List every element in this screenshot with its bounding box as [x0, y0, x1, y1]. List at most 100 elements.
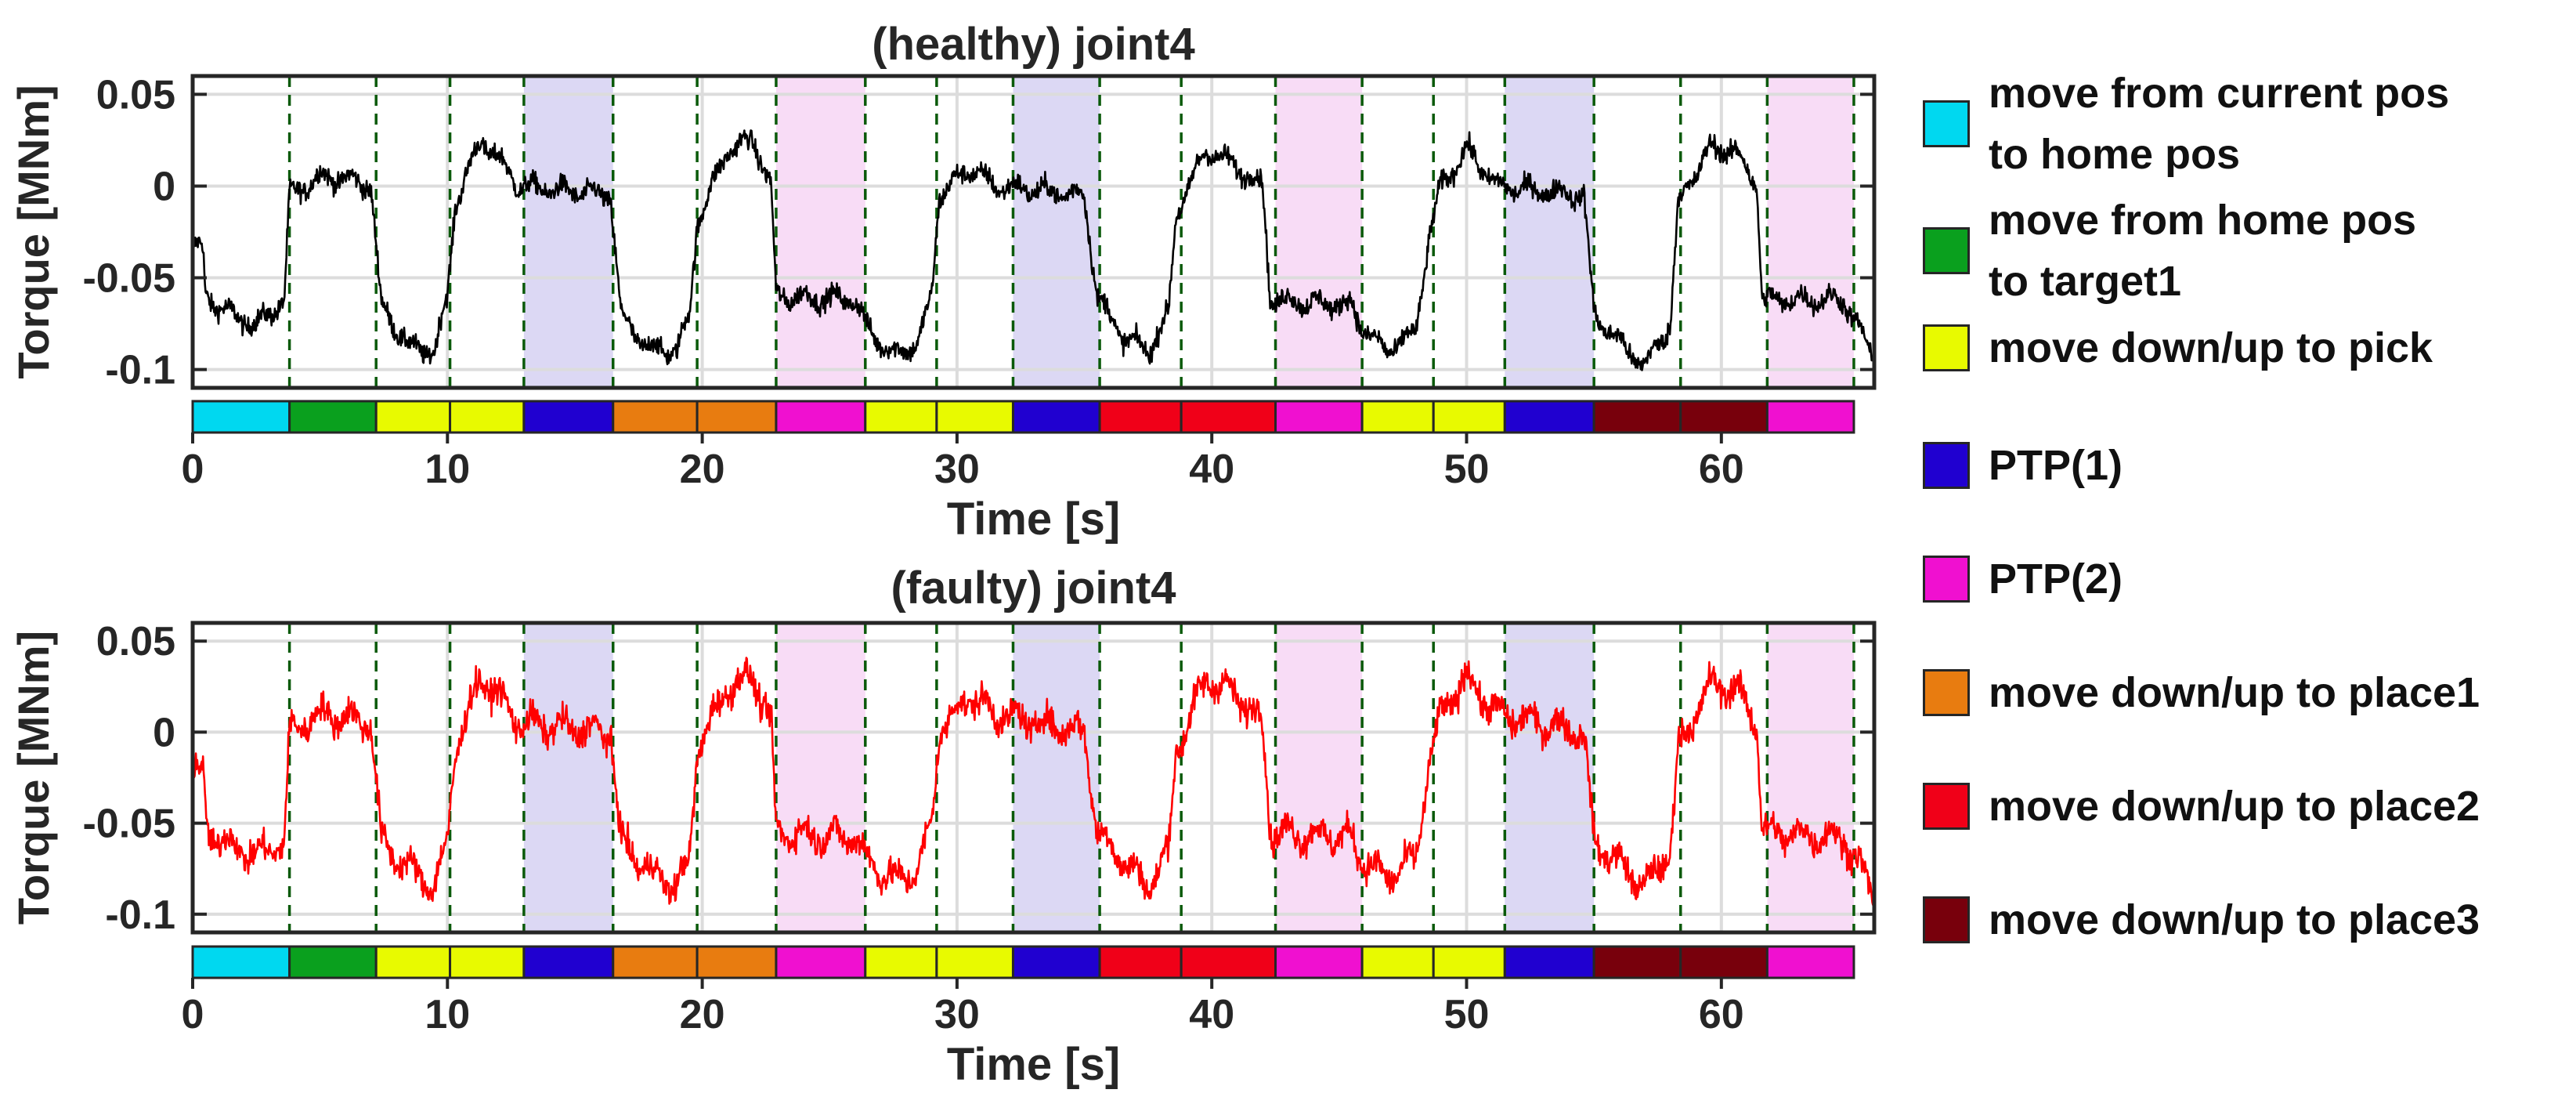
ptp-shaded-region	[1275, 76, 1363, 388]
y-tick-label: -0.05	[82, 802, 175, 847]
phase-segment	[522, 945, 615, 979]
ptp-shaded-region	[1505, 623, 1595, 932]
y-axis-label: Torque [MNm]	[9, 85, 58, 378]
legend-swatch-darkred	[1923, 896, 1970, 943]
ptp-shaded-region	[1505, 76, 1595, 388]
chart-title: (faulty) joint4	[891, 563, 1176, 614]
ptp-shaded-region	[523, 76, 613, 388]
legend-swatch-blue	[1923, 442, 1970, 489]
legend-item-place2: move down/up to place2	[1923, 776, 2480, 837]
x-tick-label: 20	[680, 447, 725, 492]
phase-segment	[864, 400, 938, 434]
x-tick-label: 60	[1699, 992, 1744, 1037]
x-tick-label: 10	[425, 992, 470, 1037]
legend-label: move down/up to place2	[1989, 783, 2480, 830]
healthy-torque-line	[191, 129, 1876, 375]
phase-segment	[522, 400, 615, 434]
phase-segment	[1765, 400, 1855, 434]
phase-segment	[288, 400, 378, 434]
phase-segment	[1679, 945, 1769, 979]
x-tick-label: 10	[425, 447, 470, 492]
ptp-shaded-region	[1275, 623, 1363, 932]
legend-swatch-orange	[1923, 669, 1970, 716]
chart-title: (healthy) joint4	[872, 19, 1194, 70]
axes-box	[190, 74, 1877, 390]
y-tick-label: -0.1	[105, 348, 175, 393]
legend-item-current-to-home: move from current pos to home pos	[1923, 63, 2449, 185]
phase-segment	[935, 400, 1014, 434]
ptp-shaded-region	[1013, 76, 1100, 388]
phase-segment	[1432, 945, 1506, 979]
y-tick-label: -0.1	[105, 892, 175, 938]
phase-segment	[1180, 945, 1277, 979]
phase-segment	[191, 945, 291, 979]
phase-segment	[1274, 400, 1364, 434]
faulty-torque-line	[191, 657, 1876, 914]
phase-segment	[935, 945, 1014, 979]
legend-label: move from home pos to target1	[1989, 197, 2417, 305]
phase-segment	[1765, 945, 1855, 979]
x-tick-label: 60	[1699, 447, 1744, 492]
legend-label: PTP(1)	[1989, 442, 2123, 489]
phase-segment	[374, 400, 452, 434]
ptp-shaded-region	[1767, 623, 1854, 932]
phase-segment	[612, 945, 699, 979]
y-tick-label: 0	[153, 710, 175, 755]
y-tick-label: 0.05	[96, 72, 175, 118]
legend-swatch-yellow	[1923, 324, 1970, 371]
y-tick-label: -0.05	[82, 256, 175, 302]
phase-segment	[1274, 945, 1364, 979]
phase-segment	[1679, 400, 1769, 434]
legend-item-place1: move down/up to place1	[1923, 662, 2480, 723]
phase-segment	[695, 945, 778, 979]
phase-segment	[1360, 945, 1435, 979]
phase-segment	[288, 945, 378, 979]
x-tick-label: 0	[182, 992, 204, 1037]
legend-label: move from current pos to home pos	[1989, 70, 2450, 178]
legend-label: move down/up to place1	[1989, 669, 2480, 716]
legend-item-place3: move down/up to place3	[1923, 889, 2480, 950]
x-tick-label: 40	[1189, 447, 1234, 492]
y-tick-label: 0	[153, 164, 175, 209]
legend-swatch-red	[1923, 783, 1970, 830]
phase-segment	[1098, 945, 1183, 979]
faulty-joint4-panel: 0.05 0 -0.05 -0.1 0 10 20 30 40 50 60 (faulty) join…	[9, 563, 1877, 1090]
phase-segment	[775, 945, 867, 979]
ptp-shaded-region	[775, 623, 865, 932]
ptp-shaded-region	[1013, 623, 1100, 932]
healthy-joint4-panel: 0.05 0 -0.05 -0.1 0 10 20 30 40 50 60 (healthy) joi…	[9, 19, 1877, 545]
phase-segment	[1011, 400, 1101, 434]
x-tick-label: 50	[1444, 447, 1490, 492]
legend-label: PTP(2)	[1989, 556, 2123, 603]
legend-label: move down/up to place3	[1989, 896, 2480, 943]
x-axis-label: Time [s]	[947, 1039, 1120, 1090]
phase-segment	[1592, 400, 1682, 434]
x-tick-label: 50	[1444, 992, 1490, 1037]
legend-item-ptp2: PTP(2)	[1923, 548, 2123, 610]
x-tick-label: 0	[182, 447, 204, 492]
phase-segment	[1432, 400, 1506, 434]
phase-segment	[1180, 400, 1277, 434]
phase-segment	[1503, 400, 1595, 434]
x-tick-label: 40	[1189, 992, 1234, 1037]
ptp-shaded-region	[523, 623, 613, 932]
legend-label: move down/up to pick	[1989, 324, 2433, 371]
legend-item-ptp1: PTP(1)	[1923, 435, 2123, 496]
y-axis-label: Torque [MNm]	[9, 631, 58, 925]
phase-segment	[612, 400, 699, 434]
x-tick-label: 20	[680, 992, 725, 1037]
phase-segment	[864, 945, 938, 979]
legend-item-home-to-target1: move from home pos to target1	[1923, 190, 2416, 312]
x-tick-label: 30	[934, 447, 980, 492]
phase-segment	[449, 945, 526, 979]
phase-segment	[1360, 400, 1435, 434]
legend-item-pick: move down/up to pick	[1923, 317, 2433, 378]
phase-segment	[695, 400, 778, 434]
y-tick-label: 0.05	[96, 619, 175, 664]
phase-segment	[1592, 945, 1682, 979]
phase-segment	[1503, 945, 1595, 979]
phase-segment	[449, 400, 526, 434]
x-tick-label: 30	[934, 992, 980, 1037]
ptp-shaded-region	[1767, 76, 1854, 388]
phase-segment	[191, 400, 291, 434]
